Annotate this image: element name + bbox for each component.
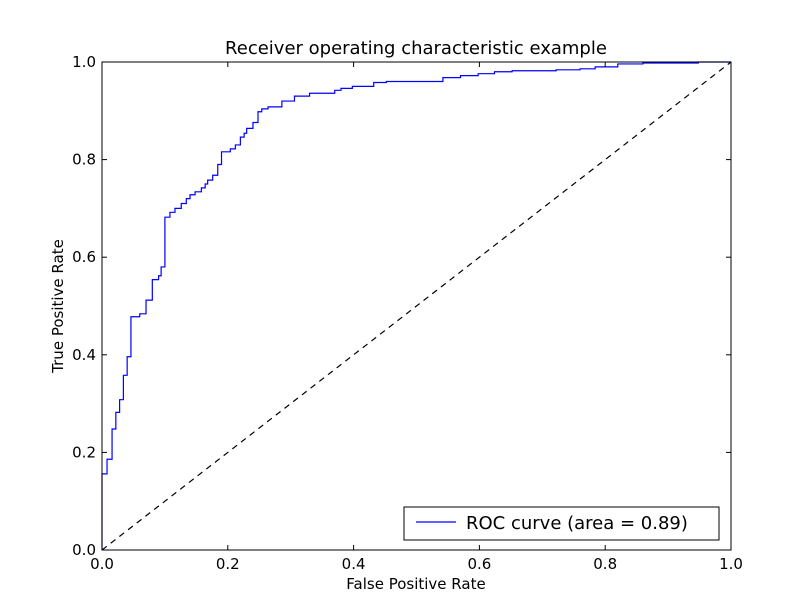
axis-ticks: 0.0 0.2 0.4 0.6 0.8 1.0 0.0 0.2 0.4 0.6 0.8 1.0 [72, 53, 743, 573]
x-tick-label: 0.4 [342, 555, 366, 573]
roc-curve-line [101, 61, 731, 550]
y-axis-label: True Positive Rate [49, 239, 67, 374]
x-tick-label: 0.6 [467, 555, 491, 573]
legend-label-roc: ROC curve (area = 0.89) [466, 513, 688, 534]
legend: ROC curve (area = 0.89) [403, 506, 720, 541]
y-tick-label: 0.4 [72, 346, 96, 364]
chart-title: Receiver operating characteristic exampl… [225, 38, 607, 59]
y-tick-label: 1.0 [72, 53, 96, 71]
y-tick-label: 0.6 [72, 248, 96, 266]
x-axis-label: False Positive Rate [346, 575, 485, 593]
y-tick-label: 0.2 [72, 443, 96, 461]
x-tick-label: 0.0 [90, 555, 114, 573]
x-tick-label: 1.0 [719, 555, 743, 573]
x-tick-label: 0.8 [593, 555, 617, 573]
y-tick-label: 0.8 [72, 151, 96, 169]
axes-frame [101, 61, 732, 551]
y-tick-label: 0.0 [72, 541, 96, 559]
chance-diagonal-line [101, 61, 732, 551]
x-tick-label: 0.2 [216, 555, 240, 573]
legend-box [403, 506, 720, 541]
plot-area [101, 61, 732, 551]
